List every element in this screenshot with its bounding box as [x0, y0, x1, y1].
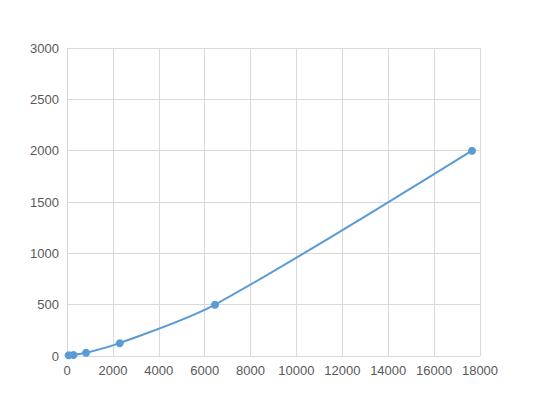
svg-text:16000: 16000	[416, 363, 452, 378]
svg-text:2000: 2000	[98, 363, 127, 378]
svg-text:2000: 2000	[30, 143, 59, 158]
svg-text:12000: 12000	[324, 363, 360, 378]
svg-text:0: 0	[63, 363, 70, 378]
svg-text:10000: 10000	[278, 363, 314, 378]
svg-text:14000: 14000	[370, 363, 406, 378]
svg-text:18000: 18000	[462, 363, 498, 378]
svg-text:8000: 8000	[236, 363, 265, 378]
svg-text:1000: 1000	[30, 246, 59, 261]
svg-text:6000: 6000	[190, 363, 219, 378]
svg-text:3000: 3000	[30, 41, 59, 56]
svg-text:0: 0	[52, 349, 59, 364]
svg-text:500: 500	[37, 297, 59, 312]
svg-text:1500: 1500	[30, 195, 59, 210]
svg-text:4000: 4000	[144, 363, 173, 378]
svg-text:2500: 2500	[30, 92, 59, 107]
